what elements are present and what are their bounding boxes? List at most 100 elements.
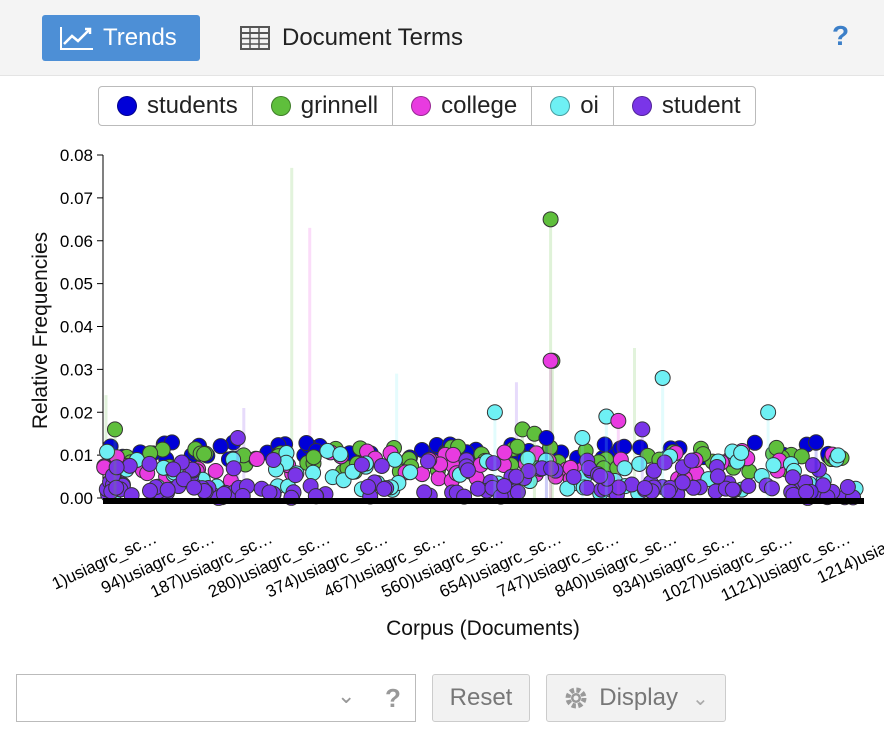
data-point-students <box>596 436 613 453</box>
tab-trends[interactable]: Trends <box>42 15 200 61</box>
data-point-oi <box>760 404 777 421</box>
data-point-oi <box>332 446 349 463</box>
reset-button[interactable]: Reset <box>432 674 530 722</box>
data-point-student <box>543 460 560 477</box>
data-point-college <box>496 444 513 461</box>
x-axis-label: Corpus (Documents) <box>386 617 580 640</box>
tab-trends-label: Trends <box>103 24 177 51</box>
data-point-student <box>740 477 757 494</box>
data-point-student <box>141 455 158 472</box>
data-point-student <box>419 453 436 470</box>
data-point-student <box>805 457 822 474</box>
data-point-student <box>376 480 393 497</box>
data-point-grinnell <box>793 448 810 465</box>
y-tick-label: 0.01 <box>60 446 93 465</box>
data-point-students <box>746 434 763 451</box>
data-point-students <box>538 429 555 446</box>
data-point-student <box>798 483 815 500</box>
data-point-student <box>656 454 673 471</box>
data-point-student <box>261 484 278 501</box>
tab-document-terms-label: Document Terms <box>282 24 463 51</box>
data-point-student <box>674 474 691 491</box>
data-point-student <box>159 481 176 498</box>
data-point-student <box>839 479 856 496</box>
y-tick-label: 0.04 <box>60 318 93 337</box>
data-point-students <box>212 438 229 455</box>
chevron-down-icon[interactable]: ⌄ <box>337 683 356 708</box>
y-tick-label: 0.02 <box>60 403 93 422</box>
help-icon[interactable]: ? <box>832 20 850 51</box>
data-point-college <box>207 462 224 479</box>
data-point-student <box>636 480 653 497</box>
data-point-student <box>416 484 433 501</box>
search-help-icon[interactable]: ? <box>385 683 401 713</box>
data-point-student <box>108 479 125 496</box>
data-point-grinnell <box>542 211 559 228</box>
data-point-college <box>542 352 559 369</box>
y-axis-label: Relative Frequencies <box>29 232 52 429</box>
data-point-student <box>186 479 203 496</box>
y-tick-label: 0.08 <box>60 146 93 165</box>
y-tick-label: 0.07 <box>60 189 93 208</box>
y-tick-label: 0.00 <box>60 489 93 508</box>
data-point-student <box>634 421 651 438</box>
y-tick-label: 0.03 <box>60 360 93 379</box>
data-point-student <box>225 460 242 477</box>
table-icon <box>240 26 270 50</box>
display-button[interactable]: Display ⌄ <box>546 674 726 722</box>
chevron-down-icon: ⌄ <box>691 687 709 710</box>
data-point-student <box>469 480 486 497</box>
data-point-oi <box>765 457 782 474</box>
data-point-student <box>815 477 832 494</box>
data-point-student <box>709 468 726 485</box>
data-point-student <box>784 469 801 486</box>
data-point-student <box>724 481 741 498</box>
data-point-student <box>165 461 182 478</box>
data-point-student <box>121 457 138 474</box>
term-search-input[interactable]: ⌄ ? <box>16 674 416 722</box>
y-tick-label: 0.05 <box>60 275 93 294</box>
data-point-oi <box>574 429 591 446</box>
data-point-student <box>287 467 304 484</box>
data-point-oi <box>631 455 648 472</box>
data-point-college <box>610 412 627 429</box>
x-axis <box>103 498 864 504</box>
legend-label: oi <box>580 92 599 119</box>
data-point-student <box>496 477 513 494</box>
legend-label: students <box>147 92 238 119</box>
tab-document-terms[interactable]: Document Terms <box>240 15 463 61</box>
display-label: Display <box>599 684 678 711</box>
data-point-oi <box>733 444 750 461</box>
line-chart-icon <box>60 27 93 50</box>
data-point-students <box>808 434 825 451</box>
toolbar: Trends Document Terms ? <box>0 0 884 76</box>
data-point-student <box>108 459 125 476</box>
data-point-student <box>508 468 525 485</box>
data-point-oi <box>486 404 503 421</box>
data-point-student <box>565 468 582 485</box>
data-point-grinnell <box>106 421 123 438</box>
data-point-college <box>248 450 265 467</box>
legend-label: student <box>661 92 741 119</box>
legend-dot <box>550 96 571 116</box>
data-point-oi <box>830 447 847 464</box>
data-point-college <box>430 470 447 487</box>
legend-dot <box>411 96 432 116</box>
data-point-student <box>175 471 192 488</box>
y-tick-label: 0.06 <box>60 232 93 251</box>
data-point-oi <box>402 464 419 481</box>
legend-item-oi[interactable]: oi <box>532 87 614 125</box>
data-point-student <box>141 482 158 499</box>
data-point-grinnell <box>196 446 213 463</box>
data-point-student <box>763 480 780 497</box>
data-point-student <box>683 452 700 469</box>
legend-item-grinnell[interactable]: grinnell <box>253 87 394 125</box>
legend-item-students[interactable]: students <box>99 87 253 125</box>
legend-item-student[interactable]: student <box>614 87 755 125</box>
data-point-oi <box>305 464 322 481</box>
data-point-oi <box>654 369 671 386</box>
trends-chart: 0.00 0.01 0.02 0.03 0.04 0.05 0.06 0.07 0.08 Rela… <box>29 146 884 640</box>
data-point-student <box>485 455 502 472</box>
data-point-student <box>353 456 370 473</box>
legend-item-college[interactable]: college <box>393 87 533 125</box>
